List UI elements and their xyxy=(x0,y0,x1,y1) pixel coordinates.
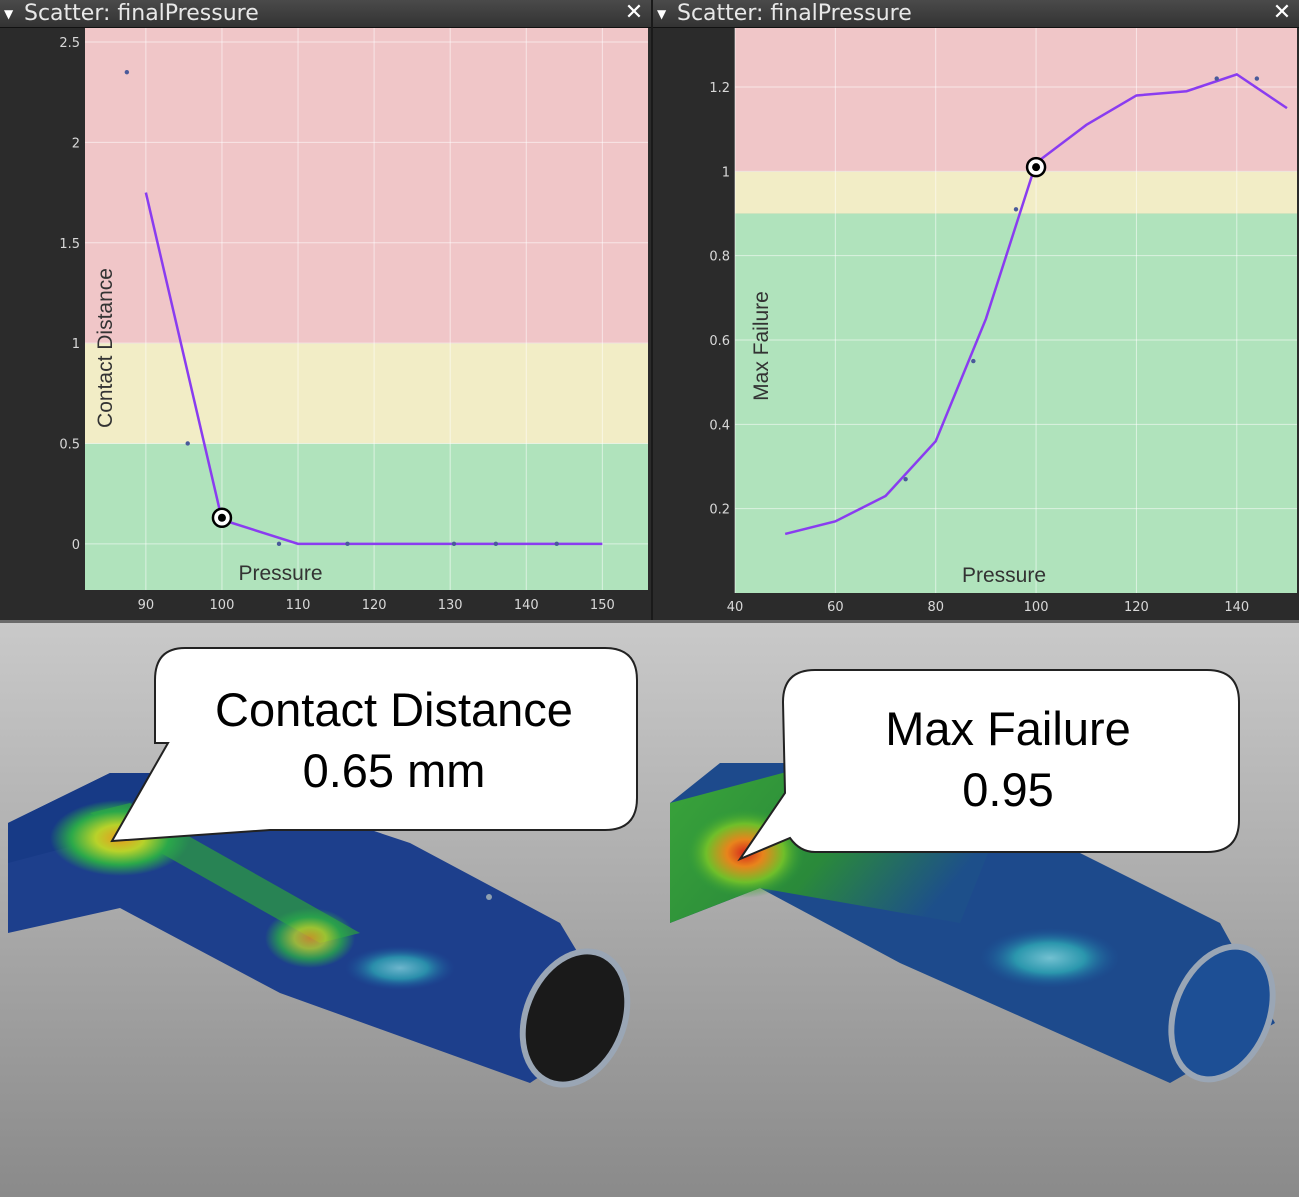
close-icon[interactable]: ✕ xyxy=(1272,0,1292,25)
y-tick-label: 0.4 xyxy=(709,418,730,433)
red-zone-band xyxy=(735,28,1297,172)
panel-title: Scatter: finalPressure xyxy=(677,1,912,26)
panel-titlebar[interactable]: ▼ Scatter: finalPressure ✕ xyxy=(0,0,651,28)
y-tick-label: 1 xyxy=(722,165,730,180)
max-failure-chart[interactable]: 40 60 80 100 120 140 0.2 0.4 0.6 0.8 1 1.2 Max Failu… xyxy=(653,28,1299,620)
x-tick-label: 120 xyxy=(362,598,387,613)
x-tick-label: 100 xyxy=(1024,600,1049,615)
callout-contact-distance: Contact Distance 0.65 mm xyxy=(110,647,638,843)
y-tick-label: 0 xyxy=(72,538,80,553)
selected-point-dot xyxy=(217,513,226,522)
x-tick-label: 60 xyxy=(827,600,844,615)
x-tick-label: 140 xyxy=(514,598,539,613)
scatter-panel-max-failure: ▼ Scatter: finalPressure ✕ 40 60 80 100 120 1… xyxy=(651,0,1299,620)
panel-titlebar[interactable]: ▼ Scatter: finalPressure ✕ xyxy=(653,0,1299,28)
collapse-triangle-icon[interactable]: ▼ xyxy=(4,7,14,21)
scatter-point[interactable] xyxy=(451,541,457,547)
scatter-point[interactable] xyxy=(124,69,130,75)
contact-distance-chart[interactable]: 90 100 110 120 130 140 150 0 0.5 1 1.5 2 2.5 Contact … xyxy=(0,28,651,620)
callout-title: Max Failure xyxy=(885,702,1131,755)
y-axis-label: Contact Distance xyxy=(94,268,117,428)
y-tick-label: 0.8 xyxy=(709,250,730,265)
y-tick-label: 2 xyxy=(72,136,80,151)
y-tick-label: 0.2 xyxy=(709,503,730,518)
scatter-point[interactable] xyxy=(1013,207,1019,212)
x-tick-label: 120 xyxy=(1124,600,1149,615)
x-tick-label: 150 xyxy=(590,598,615,613)
x-tick-label: 130 xyxy=(438,598,463,613)
scatter-point[interactable] xyxy=(1254,76,1260,81)
y-tick-label: 1.2 xyxy=(709,81,730,96)
x-tick-label: 140 xyxy=(1224,600,1249,615)
y-tick-label: 1 xyxy=(72,337,80,352)
scatter-point[interactable] xyxy=(493,541,499,547)
3d-viewport[interactable]: Contact Distance 0.65 mm Max Failure 0.9… xyxy=(0,620,1299,1197)
x-tick-label: 40 xyxy=(727,600,744,615)
callout-title: Contact Distance xyxy=(215,683,573,736)
callout-max-failure: Max Failure 0.95 xyxy=(737,669,1240,862)
y-axis-label: Max Failure xyxy=(750,291,773,401)
x-axis-label: Pressure xyxy=(238,562,322,585)
collapse-triangle-icon[interactable]: ▼ xyxy=(657,7,667,21)
yellow-zone-band xyxy=(735,171,1297,214)
scatter-point[interactable] xyxy=(903,476,908,482)
callout-value: 0.95 xyxy=(962,763,1053,816)
scatter-point[interactable] xyxy=(276,541,282,547)
y-tick-label: 0.6 xyxy=(709,334,730,349)
close-icon[interactable]: ✕ xyxy=(624,0,644,25)
y-tick-label: 2.5 xyxy=(59,36,80,51)
yellow-zone-band xyxy=(85,343,648,444)
3d-model-render: Contact Distance 0.65 mm Max Failure 0.9… xyxy=(8,647,1276,1088)
left-part-model xyxy=(8,773,631,1088)
panel-title: Scatter: finalPressure xyxy=(24,1,259,26)
x-axis-label: Pressure xyxy=(962,564,1046,587)
x-tick-label: 100 xyxy=(210,598,235,613)
green-zone-band xyxy=(735,213,1297,593)
x-tick-label: 110 xyxy=(286,598,311,613)
scatter-point[interactable] xyxy=(971,358,976,364)
y-tick-label: 0.5 xyxy=(59,437,80,452)
x-tick-label: 90 xyxy=(138,598,155,613)
callout-value: 0.65 mm xyxy=(303,744,486,797)
scatter-point[interactable] xyxy=(554,541,559,547)
green-zone-band xyxy=(85,443,648,590)
scatter-point[interactable] xyxy=(1214,76,1219,81)
red-zone-band xyxy=(85,28,648,344)
x-tick-label: 80 xyxy=(927,600,944,615)
scatter-point[interactable] xyxy=(185,441,190,446)
selected-point-dot xyxy=(1032,163,1041,172)
scatter-panel-contact-distance: ▼ Scatter: finalPressure ✕ 90 100 110 120 13… xyxy=(0,0,651,620)
scatter-point[interactable] xyxy=(345,541,350,547)
y-tick-label: 1.5 xyxy=(59,237,80,252)
